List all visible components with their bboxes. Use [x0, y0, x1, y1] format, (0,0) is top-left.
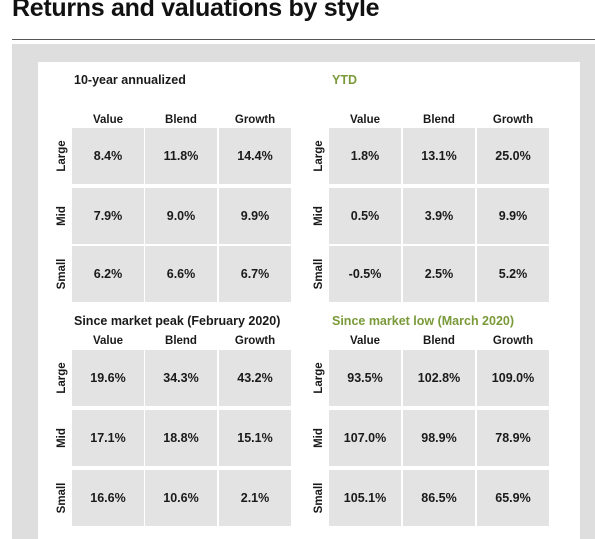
column-header: Blend [423, 335, 455, 347]
column-header: Growth [492, 335, 534, 347]
row-label: Large [56, 140, 68, 172]
column-header: Value [349, 114, 381, 126]
data-cell: 17.1% [72, 410, 144, 466]
column-header: Value [349, 335, 381, 347]
column-header: Growth [234, 114, 276, 126]
data-cell: 93.5% [329, 350, 401, 406]
data-cell: 109.0% [477, 350, 549, 406]
data-cell: 86.5% [403, 470, 475, 526]
row-label: Large [313, 362, 325, 394]
row-label: Large [313, 140, 325, 172]
data-cell: 6.2% [72, 246, 144, 302]
panel-title: Since market peak (February 2020) [74, 314, 281, 328]
title-divider [12, 39, 595, 40]
data-cell: -0.5% [329, 246, 401, 302]
data-cell: 7.9% [72, 188, 144, 244]
data-cell: 18.8% [145, 410, 217, 466]
data-cell: 0.5% [329, 188, 401, 244]
row-label: Small [56, 258, 68, 290]
column-header: Growth [234, 335, 276, 347]
data-cell: 107.0% [329, 410, 401, 466]
data-cell: 6.6% [145, 246, 217, 302]
column-header: Growth [492, 114, 534, 126]
data-cell: 1.8% [329, 128, 401, 184]
data-cell: 10.6% [145, 470, 217, 526]
data-cell: 9.9% [219, 188, 291, 244]
data-cell: 15.1% [219, 410, 291, 466]
data-cell: 14.4% [219, 128, 291, 184]
data-cell: 2.5% [403, 246, 475, 302]
data-cell: 65.9% [477, 470, 549, 526]
row-label: Mid [56, 206, 68, 226]
column-header: Value [92, 335, 124, 347]
row-label: Large [56, 362, 68, 394]
panel-title: 10-year annualized [74, 73, 186, 87]
row-label: Small [313, 482, 325, 514]
data-cell: 19.6% [72, 350, 144, 406]
panel-title: Since market low (March 2020) [332, 314, 515, 328]
data-cell: 13.1% [403, 128, 475, 184]
column-header: Blend [165, 114, 197, 126]
data-cell: 2.1% [219, 470, 291, 526]
row-label: Small [56, 482, 68, 514]
panel-title: YTD [332, 73, 357, 87]
column-header: Value [92, 114, 124, 126]
row-label: Mid [313, 206, 325, 226]
data-cell: 3.9% [403, 188, 475, 244]
data-cell: 5.2% [477, 246, 549, 302]
data-cell: 9.0% [145, 188, 217, 244]
data-cell: 16.6% [72, 470, 144, 526]
data-cell: 34.3% [145, 350, 217, 406]
data-cell: 43.2% [219, 350, 291, 406]
data-cell: 8.4% [72, 128, 144, 184]
data-cell: 98.9% [403, 410, 475, 466]
data-cell: 9.9% [477, 188, 549, 244]
column-header: Blend [165, 335, 197, 347]
row-label: Mid [56, 428, 68, 448]
data-cell: 25.0% [477, 128, 549, 184]
data-cell: 105.1% [329, 470, 401, 526]
data-cell: 102.8% [403, 350, 475, 406]
row-label: Small [313, 258, 325, 290]
row-label: Mid [313, 428, 325, 448]
page-title: Returns and valuations by style [12, 0, 380, 22]
data-cell: 6.7% [219, 246, 291, 302]
column-header: Blend [423, 114, 455, 126]
data-cell: 11.8% [145, 128, 217, 184]
data-cell: 78.9% [477, 410, 549, 466]
